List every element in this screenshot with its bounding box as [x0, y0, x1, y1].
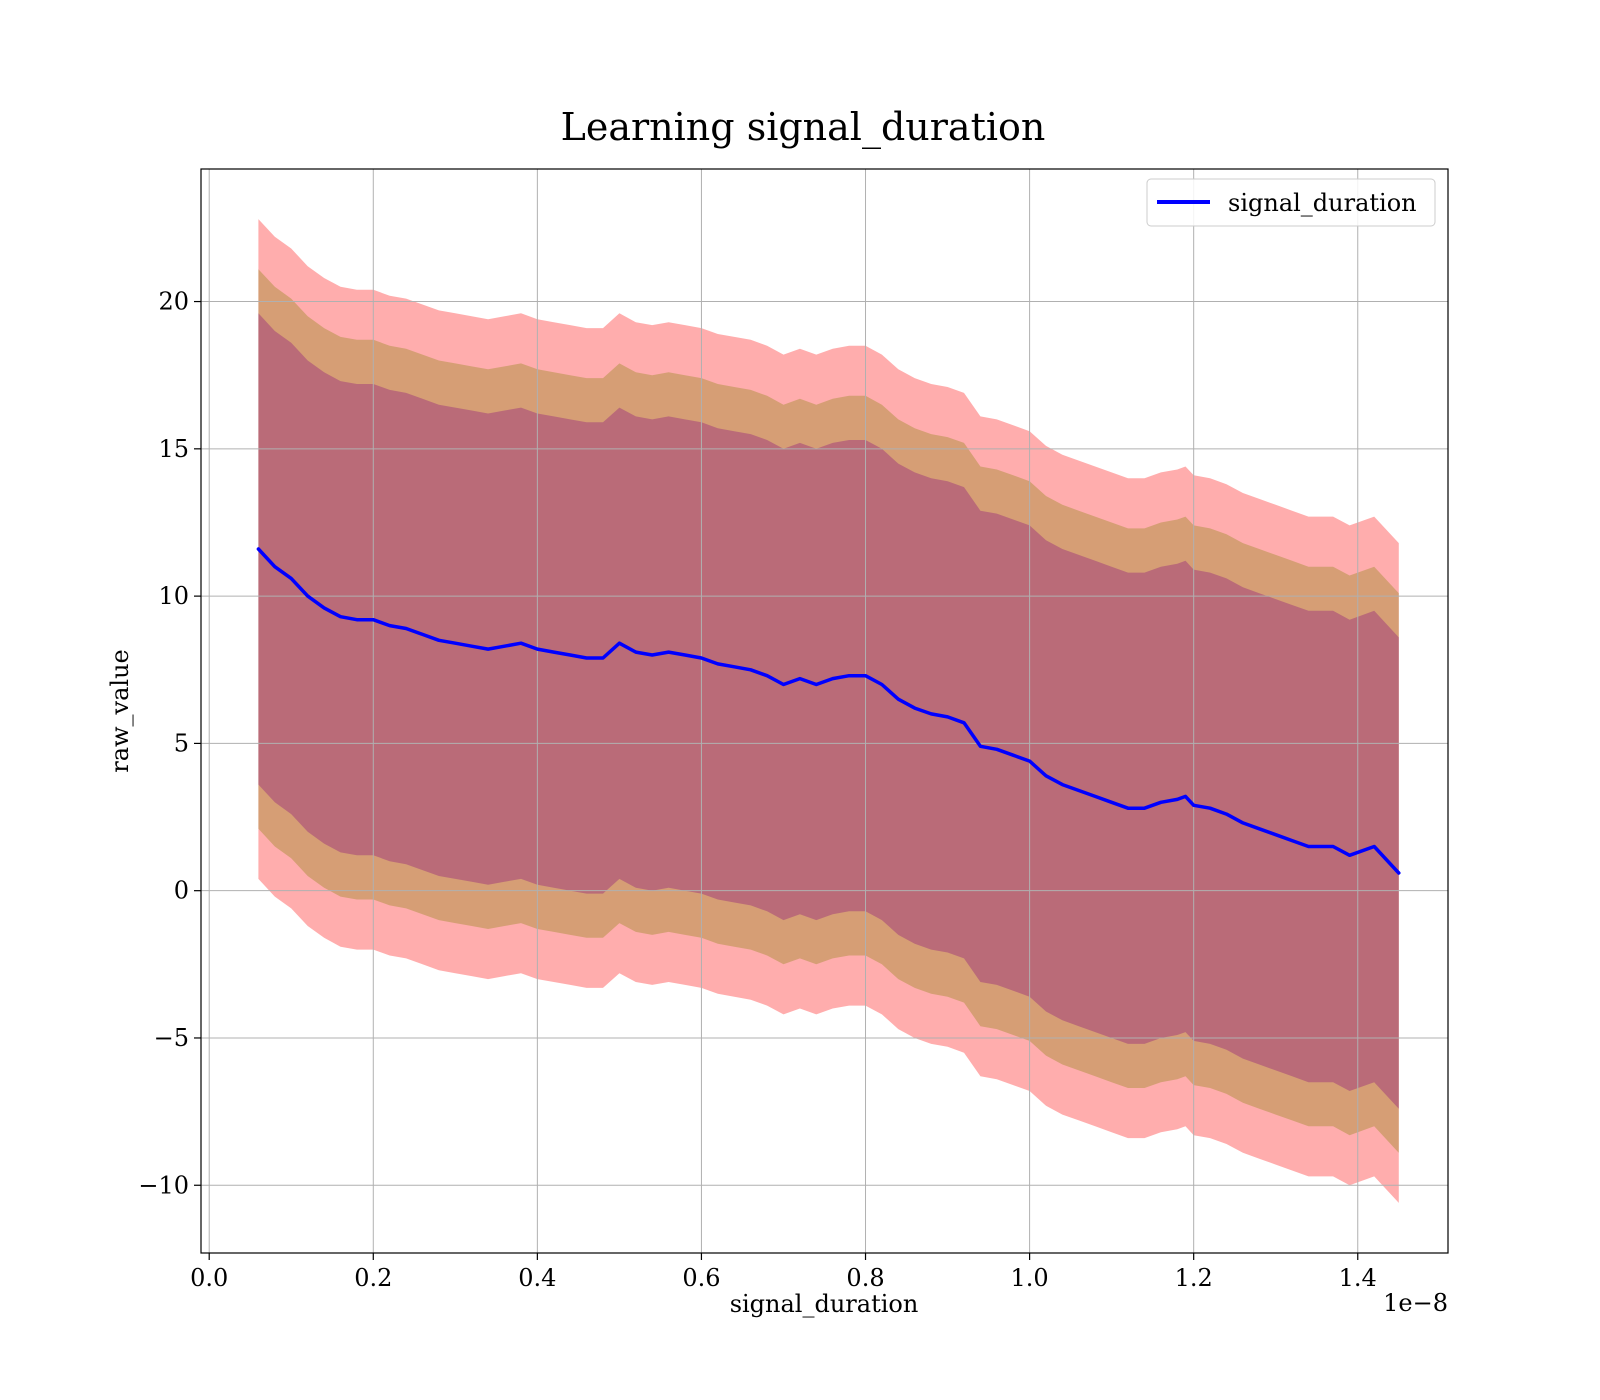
- bands-layer: [258, 219, 1399, 1203]
- series-line-signal-duration: [256, 547, 1401, 875]
- band-outer: [258, 219, 1399, 1203]
- y-tick-label: −10: [138, 1171, 189, 1199]
- legend: signal_duration: [1146, 178, 1436, 227]
- band-middle: [258, 269, 1399, 1153]
- y-tick-label: 10: [158, 582, 189, 610]
- legend-box: [1146, 178, 1436, 227]
- y-axis-label: raw_value: [106, 649, 134, 773]
- line-layer: [256, 547, 1401, 875]
- y-tick-label: 15: [158, 435, 189, 463]
- x-tick-label: 0.0: [190, 1264, 228, 1292]
- y-tick-label: −5: [154, 1024, 189, 1052]
- band-inner: [258, 313, 1399, 1109]
- y-ticks: −10 −5 0 5 10 15 20: [138, 288, 201, 1199]
- x-axis-offset-label: 1e−8: [1383, 1289, 1448, 1317]
- y-tick-label: 5: [174, 729, 189, 757]
- y-tick-label: 20: [158, 288, 189, 316]
- chart-title: Learning signal_duration: [561, 105, 1046, 150]
- x-ticks: 0.0 0.2 0.4 0.6 0.8 1.0 1.2 1.4: [190, 1253, 1377, 1292]
- x-axis-label: signal_duration: [730, 1290, 919, 1318]
- x-tick-label: 0.2: [354, 1264, 392, 1292]
- x-tick-label: 0.8: [846, 1264, 884, 1292]
- y-tick-label: 0: [174, 877, 189, 905]
- x-tick-label: 1.4: [1339, 1264, 1377, 1292]
- legend-label: signal_duration: [1228, 189, 1417, 217]
- x-tick-label: 1.0: [1011, 1264, 1049, 1292]
- grid-layer: [201, 169, 1448, 1253]
- x-tick-label: 0.4: [518, 1264, 556, 1292]
- x-tick-label: 0.6: [682, 1264, 720, 1292]
- plot-frame: [200, 168, 1449, 1254]
- x-tick-label: 1.2: [1175, 1264, 1213, 1292]
